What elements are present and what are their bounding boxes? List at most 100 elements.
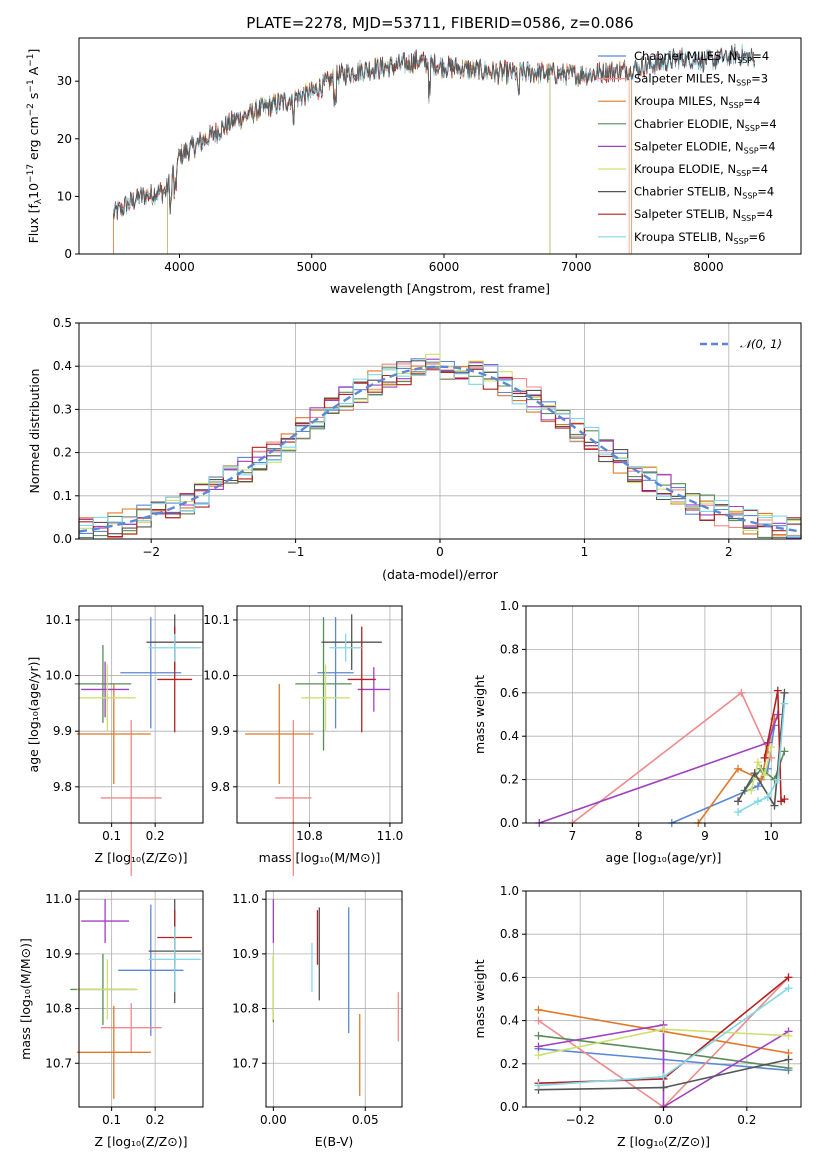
weight-marker-chabrier-stelib — [734, 797, 743, 806]
spectrum-frame — [78, 37, 802, 255]
xtick-label: 0.00 — [260, 1113, 287, 1127]
xlabel: E(B-V) — [315, 1134, 354, 1149]
histogram-xtick-label: −1 — [287, 545, 305, 559]
weight-marker-chabrier-stelib — [784, 1055, 793, 1064]
xtick-label: 0.2 — [737, 1113, 756, 1127]
spectrum-xtick-label: 8000 — [693, 260, 724, 274]
legend-label-kroupa-miles: Kroupa MILES, NSSP=4 — [634, 94, 760, 110]
legend-label-chabrier-elodie: Chabrier ELODIE, NSSP=4 — [634, 117, 777, 133]
spectrum-xtick-label: 7000 — [561, 260, 592, 274]
weight-line-chabrier-stelib — [737, 692, 786, 809]
weight-marker-salpeter-stelib — [760, 753, 769, 762]
panel-frame — [265, 890, 403, 1108]
ytick-label: 9.9 — [53, 724, 72, 738]
ytick-label: 10.8 — [45, 1002, 72, 1016]
ylabel-group: age [log₁₀(age/yr)] — [26, 657, 41, 773]
plot-content — [70, 899, 201, 1099]
legend-label-kroupa-stelib: Kroupa STELIB, NSSP=6 — [634, 230, 765, 246]
weight-marker-chabrier-stelib — [659, 1083, 668, 1092]
spectrum-ytick-label: 0 — [64, 247, 72, 261]
xtick-label: 8 — [635, 829, 643, 843]
weight-marker-salpeter-miles — [737, 688, 746, 697]
histogram-xtick-label: 0 — [436, 545, 444, 559]
weight-marker-kroupa-stelib — [773, 775, 782, 784]
xtick-label: 0.2 — [146, 829, 165, 843]
normal-reference-curve — [78, 365, 802, 533]
ytick-label: 11.0 — [232, 892, 259, 906]
ytick-label: 0.4 — [500, 729, 519, 743]
weight-marker-kroupa-miles — [734, 764, 743, 773]
xtick-label: 0.05 — [352, 1113, 379, 1127]
ytick-label: 10.0 — [45, 669, 72, 683]
weight-vs-age-panel: 7 8 9 10 0.0 0.2 0.4 0.6 0.8 1.0 age [log₁₀(age/yr… — [472, 599, 802, 865]
ytick-label: 10.7 — [232, 1056, 259, 1070]
histogram-xtick-label: −2 — [142, 545, 160, 559]
panel-frame — [78, 605, 204, 824]
ylabel-group: mass [log₁₀(M/M⊙)] — [18, 938, 33, 1060]
ytick-label: 0.0 — [500, 1100, 519, 1114]
spectrum-line-salpeter-miles — [113, 49, 630, 254]
ytick-label: 10.7 — [45, 1056, 72, 1070]
weight-marker-kroupa-elodie — [767, 743, 776, 752]
histogram-legend: 𝒩(0, 1) — [700, 337, 782, 351]
histogram-ytick-label: 0.1 — [53, 489, 72, 503]
ytick-label: 9.8 — [53, 780, 72, 794]
ytick-label: 0.2 — [500, 773, 519, 787]
spectrum-legend: Chabrier MILES, NSSP=4 Salpeter MILES, NS… — [598, 49, 777, 246]
histogram-step-kroupa-stelib — [78, 365, 802, 539]
weight-marker-chabrier-stelib — [780, 688, 789, 697]
weight-marker-chabrier-stelib — [750, 769, 759, 778]
weight-line-salpeter-miles — [571, 691, 772, 824]
ytick-label: 1.0 — [500, 599, 519, 613]
ytick-label: 0.4 — [500, 1014, 519, 1028]
weight-marker-kroupa-stelib — [763, 792, 772, 801]
xtick-label: 0.0 — [654, 1113, 673, 1127]
ylabel-group: mass weight — [472, 675, 487, 754]
legend-label-salpeter-stelib: Salpeter STELIB, NSSP=4 — [634, 207, 773, 223]
ytick-label: 0.8 — [500, 642, 519, 656]
xlabel: Z [log₁₀(Z/Z⊙)] — [95, 1134, 188, 1149]
weight-line-salpeter-elodie — [538, 1023, 789, 1109]
ytick-label: 10.9 — [232, 947, 259, 961]
xtick-label: 10.8 — [296, 829, 323, 843]
panel-frame — [525, 605, 802, 824]
weight-marker-salpeter-stelib — [784, 973, 793, 982]
weight-marker-chabrier-stelib — [770, 801, 779, 810]
spectrum-line-kroupa-elodie — [167, 52, 551, 254]
ytick-label: 10.8 — [232, 1002, 259, 1016]
ytick-label: 10.9 — [45, 947, 72, 961]
panel-frame — [78, 890, 204, 1108]
ylabel: mass weight — [472, 675, 487, 754]
spectrum-title: PLATE=2278, MJD=53711, FIBERID=0586, z=0… — [246, 14, 633, 32]
legend-label-kroupa-elodie: Kroupa ELODIE, NSSP=4 — [634, 162, 768, 178]
mass-vs-extinction-panel: 0.00 0.05 10.7 10.8 10.9 11.0 E(B-V) — [232, 890, 403, 1149]
weight-marker-salpeter-stelib — [780, 795, 789, 804]
xtick-label: 9 — [701, 829, 709, 843]
legend-label-salpeter-miles: Salpeter MILES, NSSP=3 — [634, 72, 768, 88]
ytick-label: 10.1 — [45, 613, 72, 627]
ytick-label: 0.0 — [500, 816, 519, 830]
weight-marker-chabrier-elodie — [784, 1064, 793, 1073]
weight-marker-kroupa-miles — [534, 1005, 543, 1014]
panel-frame — [236, 605, 403, 824]
spectrum-ytick-label: 10 — [57, 189, 72, 203]
weight-vs-metallicity-panel: −0.2 0.0 0.2 0.0 0.2 0.4 0.6 0.8 1.0 Z [log₁₀(Z/Z… — [472, 884, 802, 1149]
weight-marker-kroupa-elodie — [784, 1031, 793, 1040]
spectrum-xlabel: wavelength [Angstrom, rest frame] — [330, 281, 550, 296]
ytick-label: 11.0 — [45, 892, 72, 906]
age-vs-metallicity-panel: 0.1 0.2 9.8 9.9 10.0 10.1 Z [log₁₀(Z/Z⊙)] age [… — [26, 605, 204, 876]
weight-marker-kroupa-elodie — [753, 758, 762, 767]
weight-line-salpeter-stelib — [763, 690, 785, 803]
xtick-label: 7 — [569, 829, 577, 843]
spectrum-ytick-label: 30 — [57, 74, 72, 88]
xtick-label: −0.2 — [566, 1113, 595, 1127]
ylabel: mass [log₁₀(M/M⊙)] — [18, 938, 33, 1060]
histogram-ytick-label: 0.2 — [53, 446, 72, 460]
histogram-ytick-label: 0.3 — [53, 402, 72, 416]
weight-marker-kroupa-stelib — [780, 699, 789, 708]
xtick-label: 11.0 — [377, 829, 404, 843]
weight-marker-chabrier-miles — [753, 782, 762, 791]
weight-marker-salpeter-elodie — [534, 1042, 543, 1051]
spectrum-xtick-label: 4000 — [164, 260, 195, 274]
